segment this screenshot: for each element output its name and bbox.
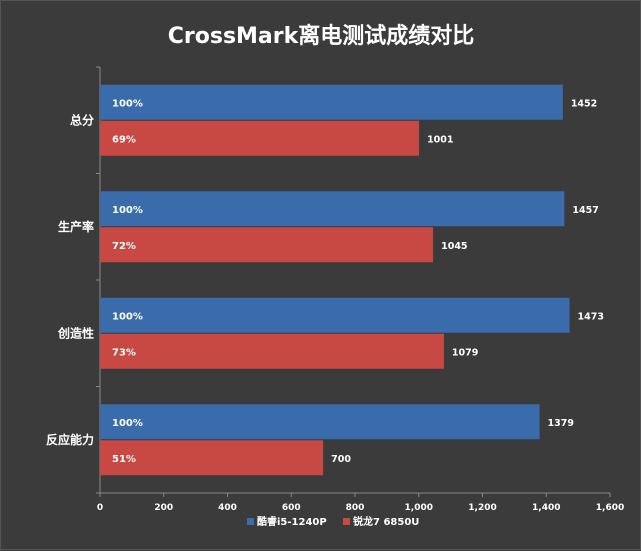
percent-label: 100% bbox=[112, 205, 143, 216]
value-label: 1473 bbox=[578, 311, 604, 322]
percent-label: 69% bbox=[112, 134, 136, 145]
bar-intel bbox=[100, 404, 540, 440]
x-tick-label: 200 bbox=[154, 503, 173, 513]
legend-swatch bbox=[247, 518, 254, 525]
value-label: 1079 bbox=[452, 347, 478, 358]
bar-intel bbox=[100, 191, 565, 227]
value-label: 1379 bbox=[548, 418, 574, 429]
percent-label: 100% bbox=[112, 418, 143, 429]
category-label: 创造性 bbox=[57, 325, 94, 340]
value-label: 1457 bbox=[572, 205, 598, 216]
x-tick-label: 800 bbox=[346, 503, 365, 513]
value-label: 1045 bbox=[441, 241, 467, 252]
percent-label: 73% bbox=[112, 347, 136, 358]
x-tick-label: 1,200 bbox=[468, 503, 496, 513]
x-tick-label: 1,600 bbox=[596, 503, 624, 513]
bar-intel bbox=[100, 297, 570, 333]
x-tick-label: 1,000 bbox=[405, 503, 433, 513]
x-tick-label: 1,400 bbox=[532, 503, 560, 513]
bar-intel bbox=[100, 84, 563, 120]
category-label: 生产率 bbox=[58, 219, 94, 234]
percent-label: 100% bbox=[112, 311, 143, 322]
bar-amd bbox=[100, 120, 420, 156]
legend-label: 锐龙7 6850U bbox=[353, 515, 419, 528]
percent-label: 51% bbox=[112, 454, 136, 465]
bar-amd bbox=[100, 440, 324, 476]
value-label: 1001 bbox=[427, 134, 453, 145]
legend: 酷睿i5-1240P 锐龙7 6850U bbox=[247, 515, 419, 528]
labels-layer: 总分 100% 1452 69% 1001 生产率 100% 1457 72% 1045 创造性 10… bbox=[46, 98, 604, 465]
percent-label: 72% bbox=[112, 241, 136, 252]
legend-swatch bbox=[343, 518, 350, 525]
category-label: 总分 bbox=[70, 112, 94, 127]
x-tick-label: 600 bbox=[282, 503, 301, 513]
bar-amd bbox=[100, 333, 444, 369]
value-label: 700 bbox=[331, 454, 351, 465]
bars-layer bbox=[100, 84, 570, 476]
legend-label: 酷睿i5-1240P bbox=[257, 515, 327, 528]
percent-label: 100% bbox=[112, 98, 143, 109]
category-label: 反应能力 bbox=[46, 432, 94, 447]
x-tick-label: 0 bbox=[97, 503, 103, 513]
chart-title: CrossMark离电测试成绩对比 bbox=[168, 23, 475, 49]
bar-amd bbox=[100, 227, 434, 263]
x-tick-label: 400 bbox=[218, 503, 237, 513]
value-label: 1452 bbox=[571, 98, 597, 109]
